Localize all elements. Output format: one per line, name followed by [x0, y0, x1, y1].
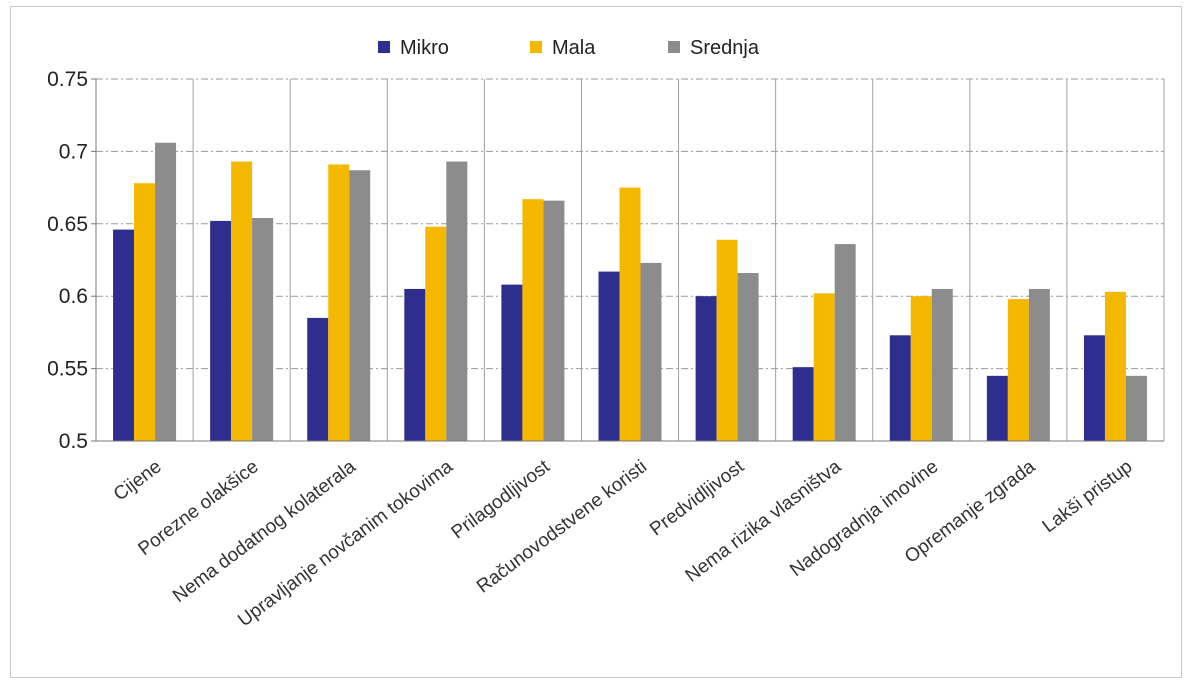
y-tick-label: 0.55: [47, 358, 88, 381]
bar-mikro: [307, 317, 329, 441]
legend-label-srednja: Srednja: [690, 37, 760, 59]
bar-srednja: [155, 142, 177, 441]
bar-mala: [716, 239, 738, 441]
y-axis-tick-labels: 0.5 0.55 0.6 0.65 0.7 0.75: [47, 68, 88, 453]
bar-srednja: [640, 262, 662, 441]
bar-mala: [619, 187, 641, 441]
y-tick-label: 0.65: [47, 213, 88, 236]
legend-label-mala: Mala: [552, 37, 596, 59]
bar-mala: [134, 183, 156, 442]
x-category-label: Lakši pristup: [1039, 456, 1137, 537]
bar-mikro: [889, 335, 911, 441]
bar-srednja: [931, 288, 953, 441]
bar-mala: [813, 293, 835, 441]
gridlines: [96, 78, 1164, 441]
y-tick-label: 0.7: [59, 140, 88, 163]
bar-mala: [231, 161, 253, 441]
x-category-label: Cijene: [110, 456, 166, 505]
legend-swatch-mikro: [378, 41, 390, 53]
x-category-label: Nema rizika vlasništva: [682, 456, 846, 587]
legend-swatch-srednja: [668, 41, 680, 53]
bar-mala: [425, 226, 447, 441]
bar-mikro: [113, 229, 135, 441]
bar-srednja: [1028, 288, 1050, 441]
y-tick-label: 0.5: [59, 430, 88, 453]
bar-mala: [1007, 299, 1029, 441]
bar-mikro: [501, 284, 523, 441]
legend-label-mikro: Mikro: [400, 37, 449, 59]
bar-srednja: [349, 170, 371, 441]
axes: [91, 78, 1165, 442]
x-category-label: Nema dodatnog kolaterala: [169, 456, 360, 607]
bar-srednja: [543, 200, 565, 441]
legend: Mikro Mala Srednja: [378, 37, 760, 59]
bar-mikro: [598, 271, 620, 441]
bar-srednja: [1125, 375, 1147, 441]
legend-swatch-mala: [530, 41, 542, 53]
x-category-label: Računovodstvene koristi: [473, 456, 651, 597]
bar-mikro: [792, 367, 814, 441]
chart-frame: 0.5 0.55 0.6 0.65 0.7 0.75 Cijene Porezne olak…: [10, 6, 1182, 678]
y-tick-label: 0.6: [59, 285, 88, 308]
bar-mikro: [404, 288, 426, 441]
bar-srednja: [834, 244, 856, 441]
bar-mala: [910, 296, 932, 441]
bar-srednja: [737, 273, 759, 441]
x-category-label: Predvidljivost: [646, 456, 749, 541]
bar-mala: [522, 199, 544, 441]
bar-mikro: [1083, 335, 1105, 441]
bar-mikro: [210, 220, 232, 441]
y-tick-label: 0.75: [47, 68, 88, 91]
bar-srednja: [252, 218, 274, 441]
bar-srednja: [446, 161, 468, 441]
bar-mikro: [986, 375, 1008, 441]
bars: [113, 142, 1147, 442]
bar-mala: [328, 164, 350, 441]
bar-mikro: [695, 296, 717, 441]
bar-mala: [1104, 291, 1126, 441]
